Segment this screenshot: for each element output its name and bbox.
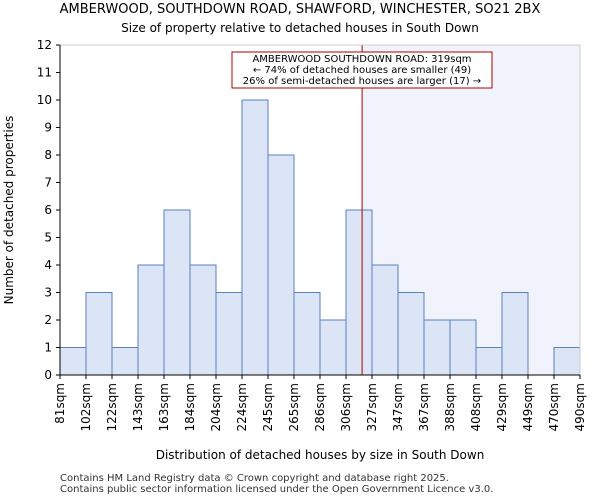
x-tick-label: 184sqm [183,383,197,431]
y-axis-label: Number of detached properties [2,116,16,305]
y-tick-label: 12 [37,38,52,52]
x-tick-label: 286sqm [313,383,327,431]
x-tick-label: 122sqm [105,383,119,431]
bar [189,264,217,376]
y-tick-label: 8 [44,148,52,162]
y-tick-label: 5 [44,231,52,245]
y-tick-label: 1 [44,341,52,355]
y-tick-label: 7 [44,176,52,190]
y-tick-label: 11 [37,66,52,80]
x-tick-label: 306sqm [339,383,353,431]
x-tick-label: 224sqm [235,383,249,431]
bar [267,154,295,376]
bar [345,209,373,376]
annotation-line: 26% of semi-detached houses are larger (… [243,76,481,87]
bar [137,264,165,376]
bar [59,347,87,376]
footer-line-1: Contains HM Land Registry data © Crown c… [60,473,449,484]
x-tick-label: 490sqm [573,383,587,431]
bar [293,292,321,376]
annotation-box [231,51,493,89]
x-tick-label: 429sqm [495,383,509,431]
x-tick-label: 163sqm [157,383,171,431]
y-tick-label: 4 [44,258,52,272]
x-tick-label: 102sqm [79,383,93,431]
x-tick-label: 388sqm [443,383,457,431]
x-tick-label: 367sqm [417,383,431,431]
y-tick-label: 3 [44,286,52,300]
x-tick-label: 265sqm [287,383,301,431]
bar [553,347,581,376]
annotation-line: ← 74% of detached houses are smaller (49… [253,65,471,76]
chart-subtitle: Size of property relative to detached ho… [121,21,479,35]
bar [397,292,425,376]
bar [215,292,243,376]
bar [163,209,191,376]
y-tick-label: 0 [44,368,52,382]
y-tick-label: 9 [44,121,52,135]
y-tick-label: 6 [44,203,52,217]
footer-line-2: Contains public sector information licen… [60,484,494,495]
x-tick-label: 449sqm [521,383,535,431]
bar [85,292,113,376]
chart-title: AMBERWOOD, SOUTHDOWN ROAD, SHAWFORD, WIN… [59,2,541,17]
x-tick-label: 143sqm [131,383,145,431]
bar [371,264,399,376]
bar [449,319,477,376]
bar [241,99,269,376]
y-tick-label: 2 [44,313,52,327]
bar [475,347,503,376]
bar [423,319,451,376]
y-tick-label: 10 [37,93,52,107]
x-tick-label: 81sqm [53,383,67,424]
marker-annotation: AMBERWOOD SOUTHDOWN ROAD: 319sqm ← 74% o… [231,51,493,89]
x-tick-label: 470sqm [547,383,561,431]
annotation-line: AMBERWOOD SOUTHDOWN ROAD: 319sqm [252,54,471,65]
x-tick-label: 327sqm [365,383,379,431]
x-tick-label: 408sqm [469,383,483,431]
x-tick-label: 245sqm [261,383,275,431]
bar [501,292,529,376]
bar [111,347,139,376]
bar [319,319,347,376]
x-tick-label: 347sqm [391,383,405,431]
x-tick-label: 204sqm [209,383,223,431]
x-axis-label: Distribution of detached houses by size … [156,448,485,462]
